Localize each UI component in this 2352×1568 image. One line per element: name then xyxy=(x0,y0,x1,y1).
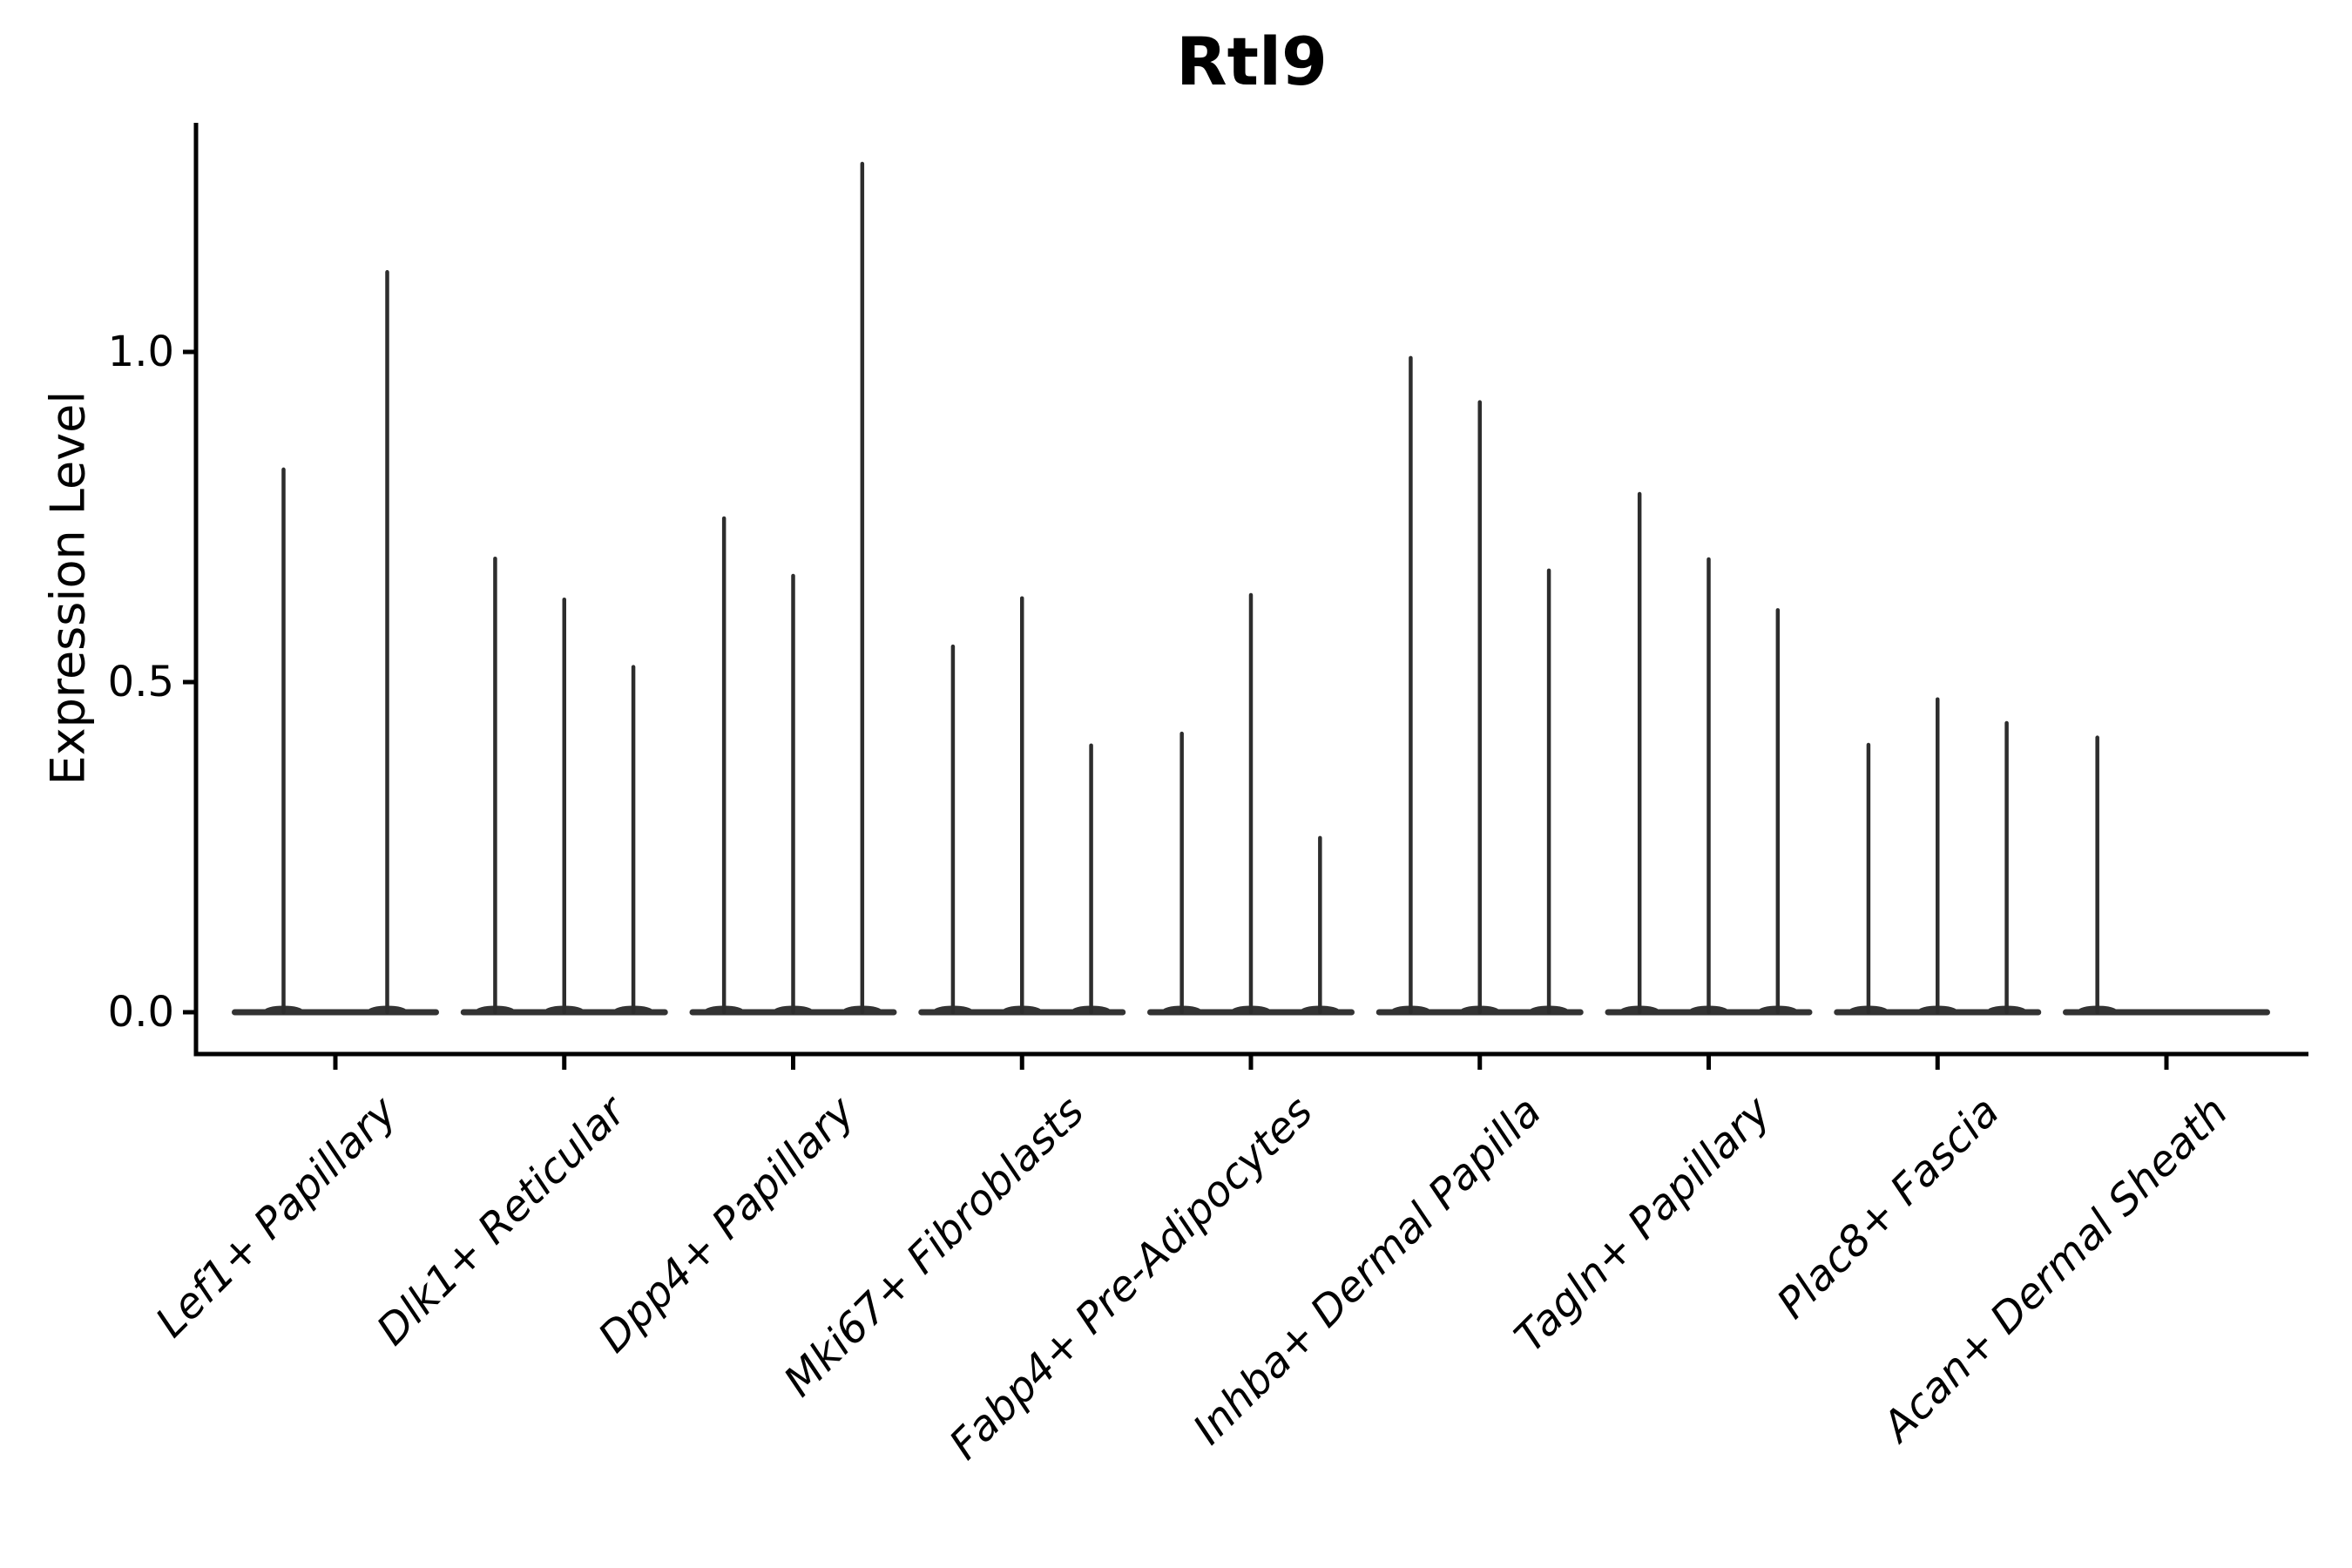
y-tick-label-2: 1.0 xyxy=(107,328,174,376)
plot-title: Rtl9 xyxy=(1176,23,1328,100)
y-tick-label-1: 0.5 xyxy=(107,658,174,706)
violin-base-0 xyxy=(232,1009,439,1016)
y-axis-title: Expression Level xyxy=(40,390,96,786)
y-tick-label-0: 0.0 xyxy=(107,988,174,1037)
